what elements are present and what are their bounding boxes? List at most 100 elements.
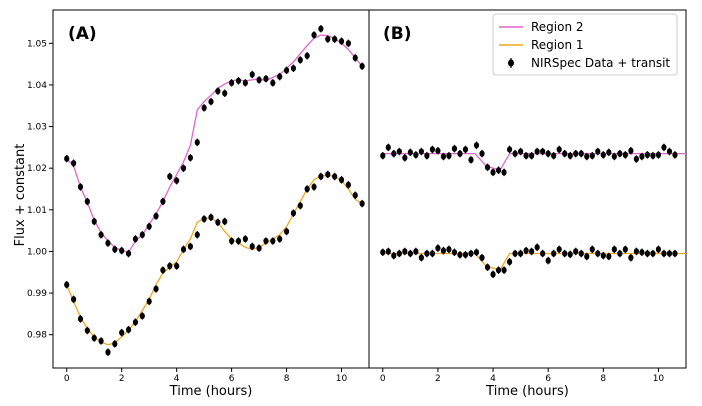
data-point xyxy=(628,254,634,261)
y-tick-label: 1.02 xyxy=(27,164,47,174)
data-point xyxy=(345,181,351,189)
data-point xyxy=(506,258,513,266)
data-point xyxy=(146,223,152,230)
y-tick-label: 1.00 xyxy=(27,247,47,257)
data-point xyxy=(105,239,111,247)
x-tick-label: 0 xyxy=(380,374,386,384)
data-point xyxy=(352,54,358,62)
data-point xyxy=(407,250,413,257)
data-point xyxy=(242,235,248,243)
data-point xyxy=(584,253,590,260)
data-point xyxy=(473,249,480,256)
x-tick-label: 2 xyxy=(435,374,441,384)
panel-label: (B) xyxy=(383,24,412,44)
data-point xyxy=(402,154,408,161)
x-axis-label: Time (hours) xyxy=(485,384,569,399)
panel-a: 0 2 4 6 8 10 0.98 0.99 1.00 1.01 1.02 1.03 1.04 1.05 T… xyxy=(27,9,370,399)
data-point xyxy=(457,150,463,157)
data-point xyxy=(611,246,617,253)
data-point xyxy=(84,327,90,334)
data-point xyxy=(98,337,104,345)
data-point xyxy=(451,145,458,152)
data-point xyxy=(352,192,358,199)
data-point xyxy=(132,319,139,326)
data-point xyxy=(435,244,441,252)
legend-label-region1: Region 1 xyxy=(531,38,584,52)
data-point xyxy=(551,152,557,159)
data-point xyxy=(256,76,262,84)
data-point xyxy=(595,148,601,155)
data-point xyxy=(338,38,345,45)
data-point xyxy=(215,219,221,226)
data-point xyxy=(440,153,447,160)
data-point xyxy=(666,250,673,257)
data-point xyxy=(263,75,269,82)
x-tick-label: 10 xyxy=(336,374,348,384)
data-point xyxy=(256,244,262,252)
data-point xyxy=(112,340,118,348)
data-point xyxy=(77,183,84,191)
data-point xyxy=(529,248,535,255)
data-point xyxy=(277,235,283,243)
data-point xyxy=(655,246,662,253)
data-point xyxy=(215,87,221,95)
data-point xyxy=(666,148,673,155)
data-point xyxy=(208,214,214,221)
y-axis-label: Flux + constant xyxy=(13,144,28,247)
data-point xyxy=(194,231,200,238)
legend-data-marker xyxy=(508,59,514,67)
data-point xyxy=(160,266,166,274)
data-point xyxy=(633,155,639,163)
data-point xyxy=(290,209,297,217)
model-line-region1 xyxy=(66,174,363,346)
data-point xyxy=(413,248,419,255)
data-point xyxy=(484,164,491,171)
y-tick-label: 1.05 xyxy=(27,39,47,49)
data-point xyxy=(501,169,507,176)
data-point xyxy=(385,248,391,255)
data-point xyxy=(160,198,166,205)
data-point xyxy=(229,79,235,87)
x-tick-label: 6 xyxy=(229,374,235,384)
data-point xyxy=(540,148,546,155)
data-point xyxy=(64,155,70,162)
axes-frame xyxy=(368,9,687,369)
data-point xyxy=(180,164,187,172)
data-point xyxy=(385,144,391,151)
data-point xyxy=(661,250,667,257)
data-point xyxy=(606,253,612,260)
data-point xyxy=(644,151,651,159)
data-point xyxy=(208,98,214,105)
data-point xyxy=(125,250,132,257)
data-point xyxy=(595,250,601,257)
data-point xyxy=(71,296,77,303)
data-point xyxy=(644,250,651,257)
data-point xyxy=(235,77,242,84)
data-point xyxy=(132,235,139,243)
data-point xyxy=(529,152,535,159)
data-point xyxy=(556,146,562,153)
data-point xyxy=(473,142,480,149)
data-point xyxy=(606,149,612,156)
data-point xyxy=(283,67,290,74)
data-point xyxy=(562,150,568,157)
x-tick-label: 0 xyxy=(64,374,70,384)
data-point xyxy=(311,31,317,39)
data-point xyxy=(512,150,518,157)
y-tick-label: 1.03 xyxy=(27,123,47,133)
data-point xyxy=(297,56,303,64)
data-point xyxy=(468,250,474,257)
data-point xyxy=(318,25,324,32)
data-point xyxy=(304,185,310,193)
data-point xyxy=(119,329,125,336)
data-point xyxy=(462,146,469,153)
data-point xyxy=(380,249,386,256)
y-tick-label: 1.01 xyxy=(27,206,47,216)
data-point xyxy=(345,40,351,47)
data-point xyxy=(611,153,617,160)
data-point xyxy=(661,144,667,151)
data-point xyxy=(249,243,255,250)
data-point xyxy=(407,149,413,156)
data-point xyxy=(600,151,606,159)
